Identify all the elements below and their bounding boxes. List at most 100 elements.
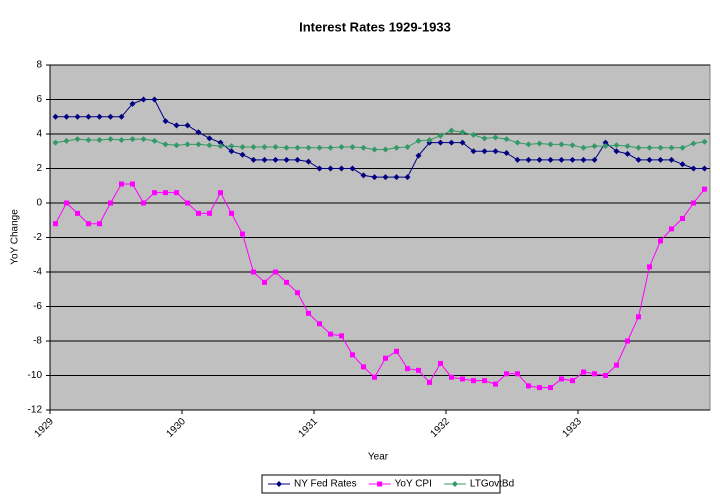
data-point xyxy=(416,367,421,373)
data-point xyxy=(283,156,290,163)
data-point xyxy=(635,156,642,163)
data-point xyxy=(240,231,245,237)
data-point xyxy=(592,371,597,377)
data-point xyxy=(85,113,92,120)
data-point xyxy=(459,129,466,136)
data-point xyxy=(75,210,80,216)
data-point xyxy=(130,181,135,187)
data-point xyxy=(207,210,212,216)
data-point xyxy=(394,348,399,354)
data-point xyxy=(701,138,708,145)
legend-marker xyxy=(451,481,458,487)
data-point xyxy=(503,136,510,143)
data-point xyxy=(547,156,554,163)
data-point xyxy=(679,161,686,168)
data-point xyxy=(382,146,389,153)
x-tick-label: 1931 xyxy=(296,416,320,440)
data-point xyxy=(559,376,564,382)
data-point xyxy=(140,96,147,103)
data-point xyxy=(558,156,565,163)
data-point xyxy=(173,142,180,149)
data-point xyxy=(525,156,532,163)
data-point xyxy=(448,127,455,134)
data-point xyxy=(580,144,587,151)
data-point xyxy=(52,113,59,120)
data-point xyxy=(471,378,476,384)
data-point xyxy=(657,156,664,163)
data-point xyxy=(173,122,180,129)
data-point xyxy=(316,165,323,172)
data-point xyxy=(470,131,477,138)
y-tick-label: 6 xyxy=(36,94,42,105)
data-point xyxy=(635,144,642,151)
data-point xyxy=(515,371,520,377)
data-point xyxy=(426,137,433,144)
data-point xyxy=(251,269,256,275)
y-tick-label: -10 xyxy=(28,370,43,381)
data-point xyxy=(657,144,664,151)
data-point xyxy=(327,144,334,151)
data-point xyxy=(536,140,543,147)
x-tick-label: 1929 xyxy=(32,416,56,440)
data-point xyxy=(228,148,235,155)
x-axis-label: Year xyxy=(368,452,389,463)
data-point xyxy=(118,113,125,120)
data-point xyxy=(492,134,499,141)
data-point xyxy=(141,200,146,206)
data-point xyxy=(96,113,103,120)
data-point xyxy=(184,141,191,148)
legend-marker xyxy=(276,481,282,487)
data-point xyxy=(273,269,278,275)
data-point xyxy=(250,156,257,163)
data-point xyxy=(658,238,663,244)
data-point xyxy=(283,144,290,151)
y-tick-label: -12 xyxy=(28,405,43,416)
data-point xyxy=(668,144,675,151)
data-point xyxy=(514,156,521,163)
y-tick-label: -2 xyxy=(33,232,42,243)
data-point xyxy=(591,143,598,150)
data-point xyxy=(460,376,465,382)
y-tick-label: 0 xyxy=(36,198,42,209)
data-point xyxy=(558,141,565,148)
data-point xyxy=(493,381,498,387)
data-point xyxy=(129,136,136,143)
data-point xyxy=(206,142,213,149)
y-axis-label: YoY Change xyxy=(10,209,21,265)
legend-label: NY Fed Rates xyxy=(294,479,357,490)
data-point xyxy=(196,210,201,216)
data-point xyxy=(393,144,400,151)
data-point xyxy=(250,143,257,150)
data-point xyxy=(514,139,521,146)
data-point xyxy=(459,139,466,146)
data-point xyxy=(129,100,136,107)
data-point xyxy=(679,144,686,151)
data-point xyxy=(404,143,411,150)
data-point xyxy=(591,156,598,163)
data-point xyxy=(404,174,411,181)
data-point xyxy=(338,143,345,150)
data-point xyxy=(97,221,102,227)
data-point xyxy=(63,113,70,120)
data-point xyxy=(195,141,202,148)
data-point xyxy=(52,139,59,146)
data-point xyxy=(690,140,697,147)
data-point xyxy=(108,200,113,206)
data-point xyxy=(361,364,366,370)
data-point xyxy=(438,360,443,366)
series-line xyxy=(55,99,705,178)
chart-title: Interest Rates 1929-1933 xyxy=(299,19,451,34)
data-point xyxy=(174,190,179,196)
data-point xyxy=(537,385,542,391)
data-point xyxy=(427,379,432,385)
data-point xyxy=(624,150,631,157)
data-point xyxy=(119,181,124,187)
y-tick-label: -8 xyxy=(33,336,42,347)
data-point xyxy=(581,369,586,375)
data-point xyxy=(328,331,333,337)
data-point xyxy=(680,216,685,222)
data-point xyxy=(547,141,554,148)
data-point xyxy=(503,149,510,156)
legend-marker xyxy=(377,481,383,487)
